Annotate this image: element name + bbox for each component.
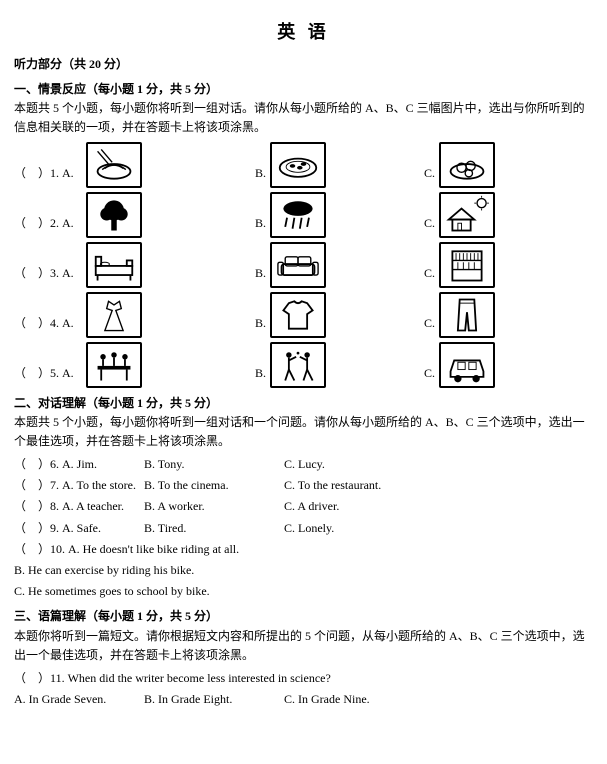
question-label: （ ）1. A. bbox=[14, 164, 86, 187]
badminton-icon bbox=[270, 342, 326, 388]
text-question-row: （ ）7. A. To the store. B. To the cinema.… bbox=[14, 476, 593, 495]
picture-question-row: （ ）1. A. B. C. bbox=[14, 142, 593, 188]
listening-header: 听力部分（共 20 分） bbox=[14, 55, 593, 74]
noodles-icon bbox=[86, 142, 142, 188]
option-c-label: C. bbox=[424, 314, 435, 337]
plate-icon bbox=[270, 142, 326, 188]
question-label: （ ）7. A. To the store. bbox=[14, 476, 144, 495]
option-b: B. A worker. bbox=[144, 497, 284, 516]
bookshelf-icon bbox=[439, 242, 495, 288]
sofa-icon bbox=[270, 242, 326, 288]
dumplings-icon bbox=[439, 142, 495, 188]
tree-icon bbox=[86, 192, 142, 238]
option-b-label: B. bbox=[255, 364, 266, 387]
section2-heading: 二、对话理解（每小题 1 分，共 5 分） bbox=[14, 394, 593, 413]
option-b: B. Tony. bbox=[144, 455, 284, 474]
page-title: 英 语 bbox=[14, 18, 593, 47]
option-b-label: B. bbox=[255, 164, 266, 187]
question-label: （ ）3. A. bbox=[14, 264, 86, 287]
option-c-label: C. bbox=[424, 364, 435, 387]
q10-line-b: B. He can exercise by riding his bike. bbox=[14, 561, 593, 580]
section2-instruction: 本题共 5 个小题，每小题你将听到一组对话和一个问题。请你从每小题所给的 A、B… bbox=[14, 413, 593, 451]
dress-icon bbox=[86, 292, 142, 338]
question-label: （ ）8. A. A teacher. bbox=[14, 497, 144, 516]
option-c-label: C. bbox=[424, 164, 435, 187]
text-question-row: （ ）9. A. Safe. B. Tired. C. Lonely. bbox=[14, 519, 593, 538]
dining-icon bbox=[86, 342, 142, 388]
question-label: （ ）4. A. bbox=[14, 314, 86, 337]
text-question-row: （ ）8. A. A teacher. B. A worker. C. A dr… bbox=[14, 497, 593, 516]
car-icon bbox=[439, 342, 495, 388]
option-c: C. In Grade Nine. bbox=[284, 690, 424, 709]
option-b-label: B. bbox=[255, 214, 266, 237]
pants-icon bbox=[439, 292, 495, 338]
option-c: C. To the restaurant. bbox=[284, 476, 424, 495]
tshirt-icon bbox=[270, 292, 326, 338]
option-a: A. In Grade Seven. bbox=[14, 690, 144, 709]
option-c: C. A driver. bbox=[284, 497, 424, 516]
house-icon bbox=[439, 192, 495, 238]
question-label: （ ）5. A. bbox=[14, 364, 86, 387]
q10-line-c: C. He sometimes goes to school by bike. bbox=[14, 582, 593, 601]
q10-line-a: （ ）10. A. He doesn't like bike riding at… bbox=[14, 540, 593, 559]
option-c: C. Lucy. bbox=[284, 455, 424, 474]
option-b: B. To the cinema. bbox=[144, 476, 284, 495]
question-label: （ ）9. A. Safe. bbox=[14, 519, 144, 538]
picture-question-row: （ ）4. A. B. C. bbox=[14, 292, 593, 338]
section3-instruction: 本题你将听到一篇短文。请你根据短文内容和所提出的 5 个问题，从每小题所给的 A… bbox=[14, 627, 593, 665]
option-c: C. Lonely. bbox=[284, 519, 424, 538]
option-b: B. Tired. bbox=[144, 519, 284, 538]
picture-question-row: （ ）2. A. B. C. bbox=[14, 192, 593, 238]
section1-instruction: 本题共 5 个小题，每小题你将听到一组对话。请你从每小题所给的 A、B、C 三幅… bbox=[14, 99, 593, 137]
question-label: （ ）6. A. Jim. bbox=[14, 455, 144, 474]
section1-heading: 一、情景反应（每小题 1 分，共 5 分） bbox=[14, 80, 593, 99]
option-b-label: B. bbox=[255, 314, 266, 337]
q11-options: A. In Grade Seven. B. In Grade Eight. C.… bbox=[14, 690, 593, 709]
rain-icon bbox=[270, 192, 326, 238]
picture-question-row: （ ）3. A. B. C. bbox=[14, 242, 593, 288]
bed-icon bbox=[86, 242, 142, 288]
section3-heading: 三、语篇理解（每小题 1 分，共 5 分） bbox=[14, 607, 593, 626]
option-b-label: B. bbox=[255, 264, 266, 287]
question-label: （ ）2. A. bbox=[14, 214, 86, 237]
option-c-label: C. bbox=[424, 264, 435, 287]
text-question-row: （ ）6. A. Jim. B. Tony. C. Lucy. bbox=[14, 455, 593, 474]
q11-question: （ ）11. When did the writer become less i… bbox=[14, 669, 593, 688]
picture-question-row: （ ）5. A. B. C. bbox=[14, 342, 593, 388]
option-b: B. In Grade Eight. bbox=[144, 690, 284, 709]
option-c-label: C. bbox=[424, 214, 435, 237]
